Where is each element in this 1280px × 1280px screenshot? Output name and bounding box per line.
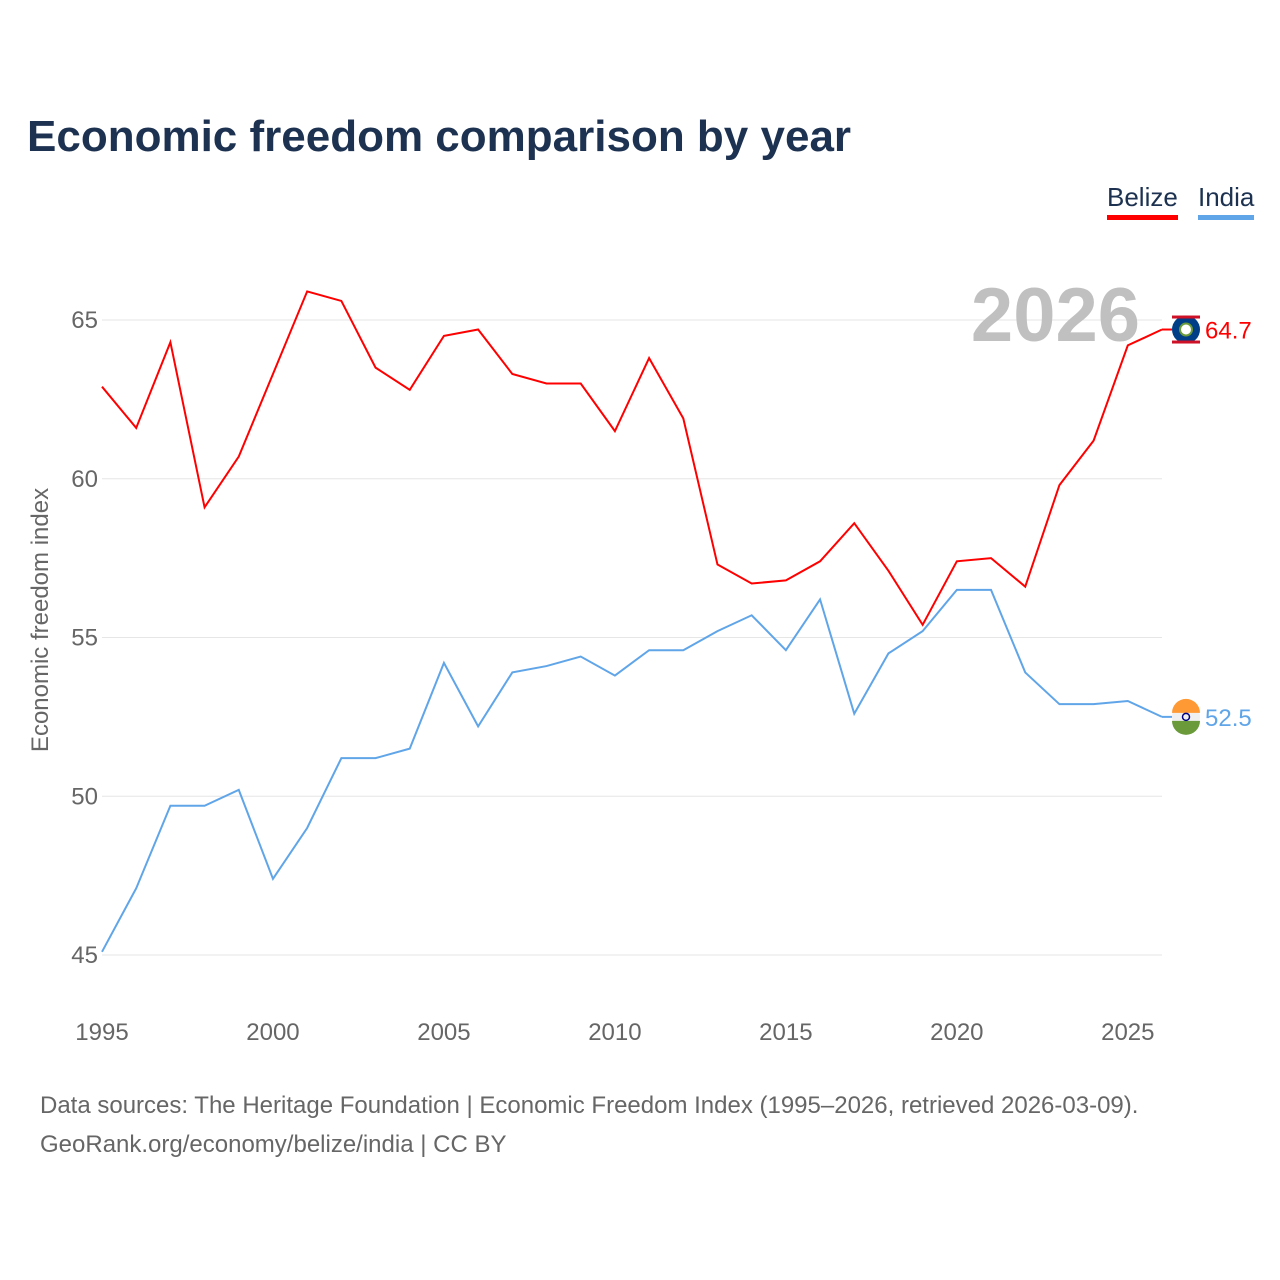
y-tick-label: 45 [71,942,98,969]
flag-emblem [1179,322,1193,337]
year-watermark: 2026 [971,273,1140,358]
series-line-belize [101,290,1163,627]
y-axis-label: Economic freedom index [27,488,54,752]
attribution-link[interactable]: GeoRank.org/economy/belize/india | CC BY [40,1131,507,1158]
flag-stripe [1172,315,1200,319]
footer: Data sources: The Heritage Foundation | … [40,1086,1138,1164]
source-text: Data sources: The Heritage Foundation | … [40,1092,1139,1119]
end-value-label: 52.5 [1205,705,1252,732]
x-tick-label: 2020 [930,1019,983,1046]
chart-title: Economic freedom comparison by year [27,112,852,161]
x-tick-label: 2000 [246,1019,299,1046]
flag-stripe [1172,340,1200,344]
end-value-label: 64.7 [1205,318,1252,345]
y-tick-label: 50 [71,783,98,810]
legend-india[interactable]: India [1198,182,1255,220]
flag-saffron [1172,698,1200,713]
flag-chakra [1181,712,1191,722]
x-tick-label: 2005 [417,1019,470,1046]
series-line-india [101,588,1163,953]
y-tick-label: 65 [71,307,98,334]
y-tick-label: 60 [71,466,98,493]
y-tick-label: 55 [71,625,98,652]
x-tick-label: 2025 [1101,1019,1154,1046]
x-tick-label: 2015 [759,1019,812,1046]
x-tick-label: 2010 [588,1019,641,1046]
x-tick-label: 1995 [75,1019,128,1046]
legend-belize[interactable]: Belize [1107,182,1178,220]
flag-green [1172,720,1200,735]
